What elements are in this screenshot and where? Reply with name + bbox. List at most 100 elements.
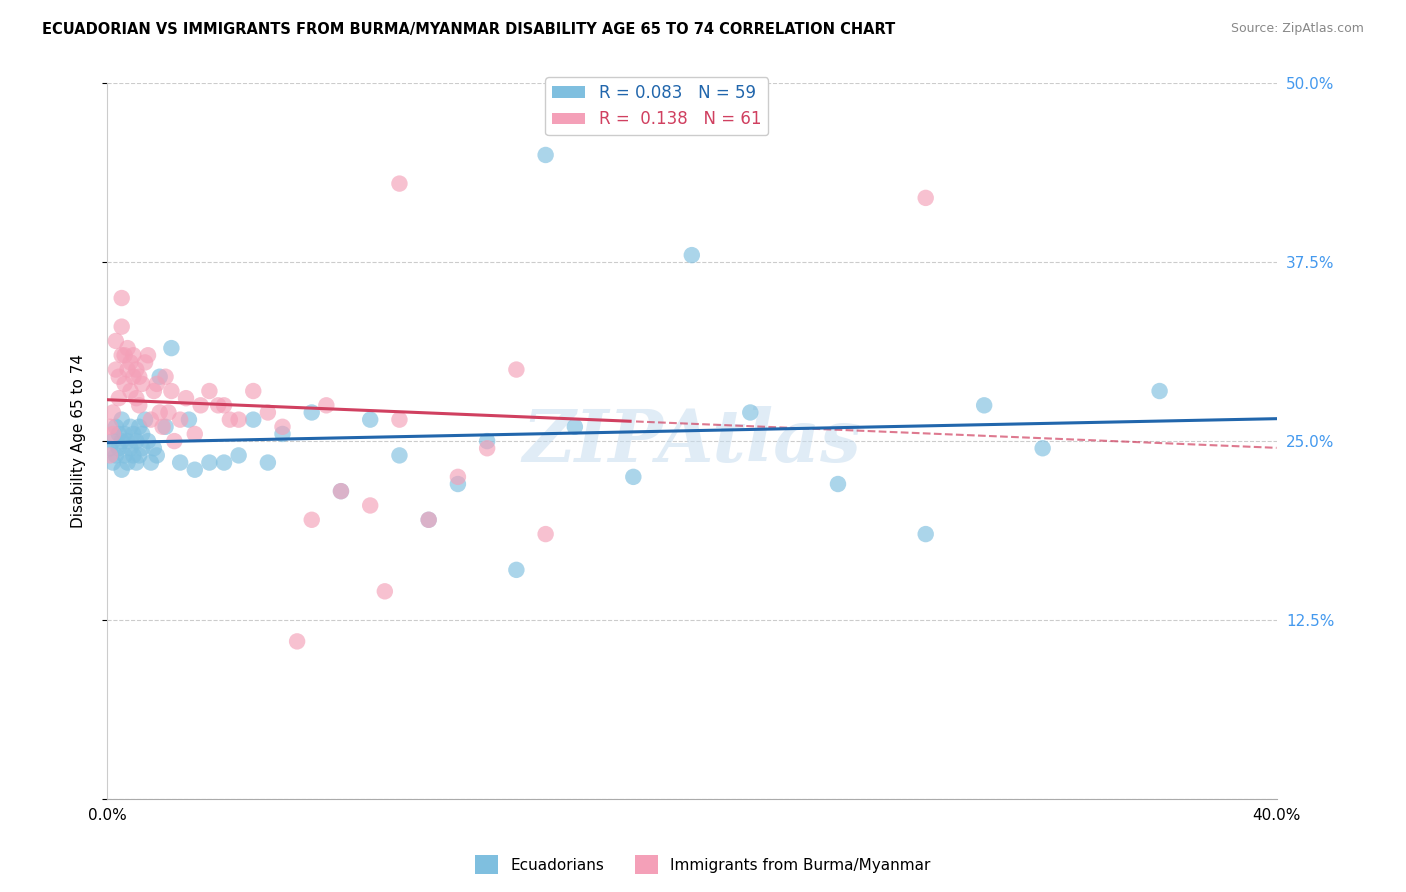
- Point: [505, 362, 527, 376]
- Point: [418, 513, 440, 527]
- Point: [146, 449, 169, 463]
- Point: [174, 391, 197, 405]
- Point: [122, 348, 145, 362]
- Point: [134, 412, 156, 426]
- Text: ECUADORIAN VS IMMIGRANTS FROM BURMA/MYANMAR DISABILITY AGE 65 TO 74 CORRELATION : ECUADORIAN VS IMMIGRANTS FROM BURMA/MYAN…: [42, 22, 896, 37]
- Point: [914, 527, 936, 541]
- Point: [190, 398, 212, 412]
- Point: [139, 412, 162, 426]
- Point: [973, 398, 995, 412]
- Point: [117, 341, 139, 355]
- Point: [122, 426, 145, 441]
- Point: [1032, 442, 1054, 456]
- Point: [111, 463, 134, 477]
- Point: [125, 391, 148, 405]
- Point: [315, 398, 337, 412]
- Point: [184, 426, 207, 441]
- Point: [388, 449, 411, 463]
- Text: Source: ZipAtlas.com: Source: ZipAtlas.com: [1230, 22, 1364, 36]
- Point: [740, 405, 762, 419]
- Point: [111, 319, 134, 334]
- Point: [285, 634, 308, 648]
- Point: [198, 384, 221, 398]
- Point: [142, 442, 165, 456]
- Point: [388, 412, 411, 426]
- Point: [155, 419, 177, 434]
- Point: [157, 405, 180, 419]
- Point: [505, 563, 527, 577]
- Point: [131, 442, 153, 456]
- Point: [301, 513, 323, 527]
- Point: [163, 434, 186, 449]
- Point: [114, 426, 136, 441]
- Point: [218, 412, 240, 426]
- Point: [128, 449, 150, 463]
- Point: [125, 434, 148, 449]
- Point: [104, 334, 127, 348]
- Point: [621, 470, 644, 484]
- Point: [160, 384, 183, 398]
- Point: [271, 419, 294, 434]
- Point: [101, 405, 124, 419]
- Point: [128, 419, 150, 434]
- Point: [330, 484, 353, 499]
- Point: [98, 419, 121, 434]
- Point: [120, 384, 142, 398]
- Point: [914, 191, 936, 205]
- Point: [107, 442, 129, 456]
- Point: [447, 477, 470, 491]
- Point: [149, 405, 172, 419]
- Point: [169, 456, 191, 470]
- Point: [136, 434, 159, 449]
- Point: [152, 419, 174, 434]
- Point: [475, 442, 498, 456]
- Point: [139, 456, 162, 470]
- Point: [117, 456, 139, 470]
- Point: [136, 348, 159, 362]
- Point: [146, 376, 169, 391]
- Point: [120, 419, 142, 434]
- Point: [149, 369, 172, 384]
- Point: [111, 348, 134, 362]
- Point: [301, 405, 323, 419]
- Point: [111, 434, 134, 449]
- Point: [257, 405, 280, 419]
- Text: ZIPAtlas: ZIPAtlas: [523, 406, 862, 476]
- Point: [128, 398, 150, 412]
- Point: [155, 369, 177, 384]
- Point: [475, 434, 498, 449]
- Point: [104, 362, 127, 376]
- Point: [242, 412, 264, 426]
- Point: [271, 426, 294, 441]
- Point: [98, 449, 121, 463]
- Point: [169, 412, 191, 426]
- Point: [107, 369, 129, 384]
- Point: [207, 398, 229, 412]
- Point: [131, 426, 153, 441]
- Point: [228, 449, 250, 463]
- Point: [564, 419, 586, 434]
- Point: [111, 291, 134, 305]
- Point: [117, 434, 139, 449]
- Point: [114, 348, 136, 362]
- Point: [447, 470, 470, 484]
- Point: [104, 419, 127, 434]
- Point: [104, 449, 127, 463]
- Point: [131, 376, 153, 391]
- Point: [177, 412, 200, 426]
- Y-axis label: Disability Age 65 to 74: Disability Age 65 to 74: [72, 354, 86, 528]
- Point: [125, 456, 148, 470]
- Point: [212, 398, 235, 412]
- Point: [101, 434, 124, 449]
- Point: [359, 412, 381, 426]
- Point: [228, 412, 250, 426]
- Point: [114, 449, 136, 463]
- Point: [534, 148, 557, 162]
- Point: [101, 456, 124, 470]
- Point: [388, 177, 411, 191]
- Point: [827, 477, 849, 491]
- Point: [120, 442, 142, 456]
- Legend: R = 0.083   N = 59, R =  0.138   N = 61: R = 0.083 N = 59, R = 0.138 N = 61: [546, 78, 768, 135]
- Point: [212, 456, 235, 470]
- Point: [107, 426, 129, 441]
